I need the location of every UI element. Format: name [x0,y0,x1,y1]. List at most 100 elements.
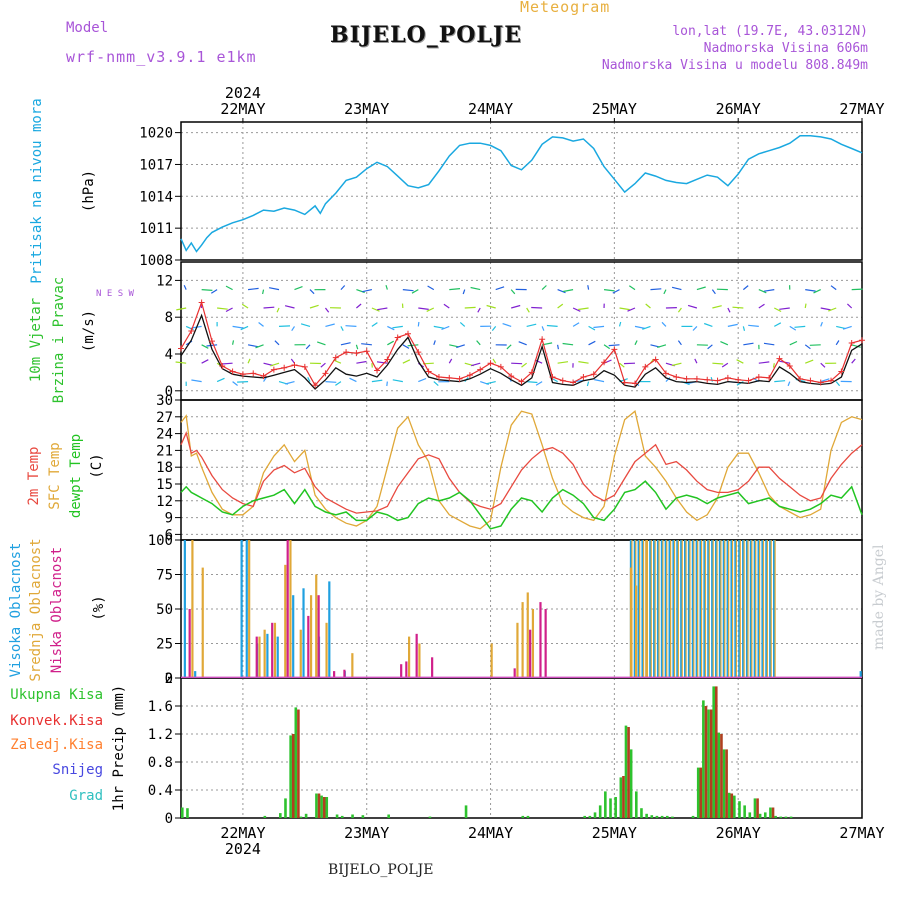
precip-bar [387,814,390,818]
cloud-bar [531,609,535,678]
wind-barb [787,381,791,387]
wind-barb [557,344,559,350]
cloud-bar [415,633,418,678]
gust-marker [797,375,804,382]
wind-barb [305,344,311,350]
page-title: BIJELO_POLJE [330,22,523,48]
wind-barb [324,307,330,313]
cloud-bar [544,609,547,678]
wind-barb [720,341,729,346]
precip-bar [304,813,308,818]
cloud-mid-bar [642,540,645,678]
gust-marker [642,363,649,370]
model-name: wrf-nmm_v3.9.1 e1km [66,48,257,66]
pressure-line [180,135,863,253]
bottom-day-label: 25MAY [592,824,637,842]
cloud-high-bar [761,540,764,678]
wind-barb [851,288,863,291]
wind-barb [789,340,798,346]
wind-barb [274,340,280,346]
wind-barb [774,380,786,383]
wind-barb [492,358,497,364]
cloud-high-bar [765,540,768,678]
wind-barb [603,344,611,350]
wind-barb [764,289,775,292]
gust-marker [693,375,700,382]
precip-bar [593,812,597,818]
top-day-label: 24MAY [468,100,513,118]
y-tick-label: 1014 [139,189,173,205]
wind-unit: (m/s) [81,310,97,352]
gust-marker [611,346,618,353]
wind-barb [486,304,496,309]
precip-bar [317,793,321,818]
wind-barb [356,360,367,364]
precip-bar [717,732,721,818]
wind-barb [340,342,351,346]
wind-barb [232,340,235,345]
precip-bar [725,749,728,818]
cloud-bar [201,567,204,678]
cloud-bar [418,643,421,678]
y-tick-label: 4 [165,347,173,363]
cloud-bar [317,595,320,678]
precip-bar [756,798,759,818]
gust-marker [755,374,762,380]
precip-bar [650,815,654,818]
wind-barb [225,307,233,313]
precip-legend-label: Grad [69,788,103,804]
cloud-bar [284,564,287,678]
precip-bar [671,816,674,818]
bottom-day-label: 24MAY [468,824,513,842]
precip-bar [464,805,468,818]
gust-marker [178,345,184,352]
wind-barb [572,307,581,312]
cloud-mid-bar [662,540,664,678]
footer-station-name: BIJELO_POLJE [328,862,434,878]
wind-barb [258,322,264,327]
precip-bar [263,815,267,818]
cloud-mid-bar [739,540,741,678]
wind-barb [758,303,765,309]
cloud-high-bar [660,540,663,678]
wind-barb [495,286,505,291]
wind-barb [710,377,713,382]
wind-barb [217,307,228,310]
gust-marker [776,355,783,362]
cloud-bar [255,636,258,678]
cloud-bar [286,540,289,678]
y-tick-label: 0 [165,671,173,687]
wind-barb [335,381,342,386]
wind-barb [402,289,414,292]
cloud-bar [315,574,318,678]
wind-barbs [175,285,863,387]
wind-barb [411,289,419,294]
precip-bar [521,815,525,818]
top-year-label: 2024 [225,84,261,102]
precip-bar [315,793,318,818]
y-tick-label: 0.8 [148,755,173,771]
cloud-mid-bar [689,540,691,678]
wind-barb [727,323,738,327]
wind-compass-label: N E S W [96,289,135,299]
precip-bar [289,735,292,818]
cloud-mid-bar [751,540,753,678]
precip-bar [699,767,703,818]
wind-barb [736,381,744,386]
top-day-label: 23MAY [344,100,389,118]
wind-barb [441,325,450,331]
wind-barb [262,289,265,295]
gust-marker [487,360,494,367]
cloud-mid-bar [728,540,730,678]
cloud-mid-bar [658,540,660,678]
gust-marker [549,374,556,380]
wind-barb [546,324,558,327]
cloud-high-bar [672,540,675,678]
wind-barb [661,321,667,327]
y-tick-label: 15 [156,477,173,493]
wind-barb [247,358,251,364]
wind-barb [511,304,521,309]
wind-barb [376,361,388,364]
gust-marker [518,378,525,385]
